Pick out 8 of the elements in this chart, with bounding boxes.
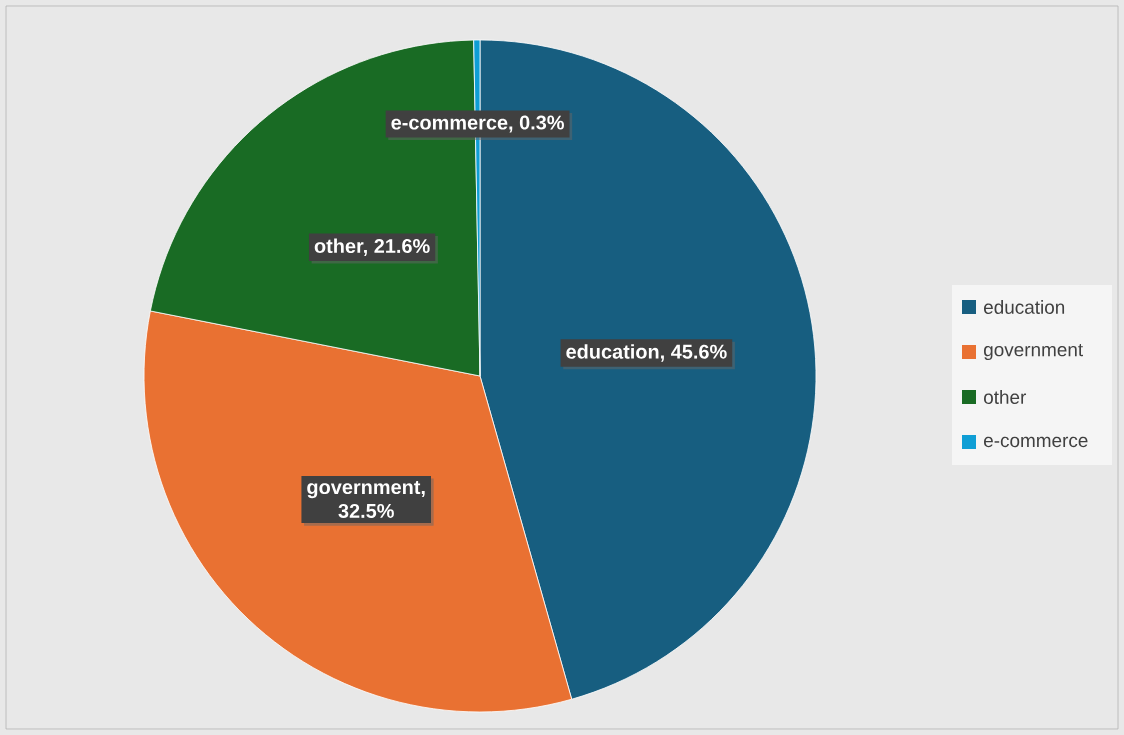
data-label: education, 45.6% [566,344,727,362]
legend-label: government [984,343,1084,361]
legend-label: other [984,390,1027,404]
legend-label: e-commerce [984,436,1088,448]
legend-label: education [984,300,1065,314]
data-label: other, 21.6% [314,238,430,256]
data-label: government, 32.5% [307,480,425,519]
data-label: e-commerce, 0.3% [391,115,564,133]
